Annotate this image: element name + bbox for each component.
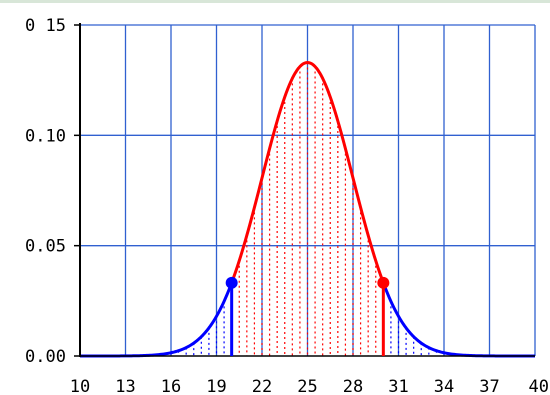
y-tick-label: 0.10 [25, 126, 66, 146]
x-tick-labels: 10 13 16 19 22 25 28 31 34 37 40 [70, 377, 549, 395]
density-curve-segment-0 [80, 282, 234, 358]
x-tick-label: 22 [252, 377, 272, 395]
x-tick-label: 34 [434, 377, 454, 395]
density-curve-segment-1 [230, 61, 385, 284]
y-tick-label: 0.05 [25, 237, 66, 257]
grid-lines [80, 24, 536, 356]
x-tick-label: 13 [115, 377, 135, 395]
x-tick-label: 16 [161, 377, 181, 395]
interval-marker-0 [225, 276, 238, 289]
axes [74, 23, 535, 357]
x-tick-label: 31 [388, 377, 408, 395]
y-tick-label: 0 15 [25, 16, 66, 36]
x-tick-label: 28 [343, 377, 363, 395]
y-tick-labels: 0.00 0.05 0.10 0 15 [25, 16, 66, 367]
x-tick-label: 25 [297, 377, 317, 395]
interval-marker-1 [377, 276, 390, 289]
density-curve-segment-2 [381, 282, 535, 358]
x-tick-label: 19 [206, 377, 226, 395]
interval-markers [225, 276, 390, 356]
density-fill [155, 62, 460, 356]
x-tick-label: 40 [529, 377, 549, 395]
y-tick-label: 0.00 [25, 347, 66, 367]
x-tick-label: 37 [479, 377, 499, 395]
x-tick-label: 10 [70, 377, 90, 395]
normal-distribution-chart: 10 13 16 19 22 25 28 31 34 37 40 0.00 0.05 0.10 0 15 [25, 16, 549, 395]
